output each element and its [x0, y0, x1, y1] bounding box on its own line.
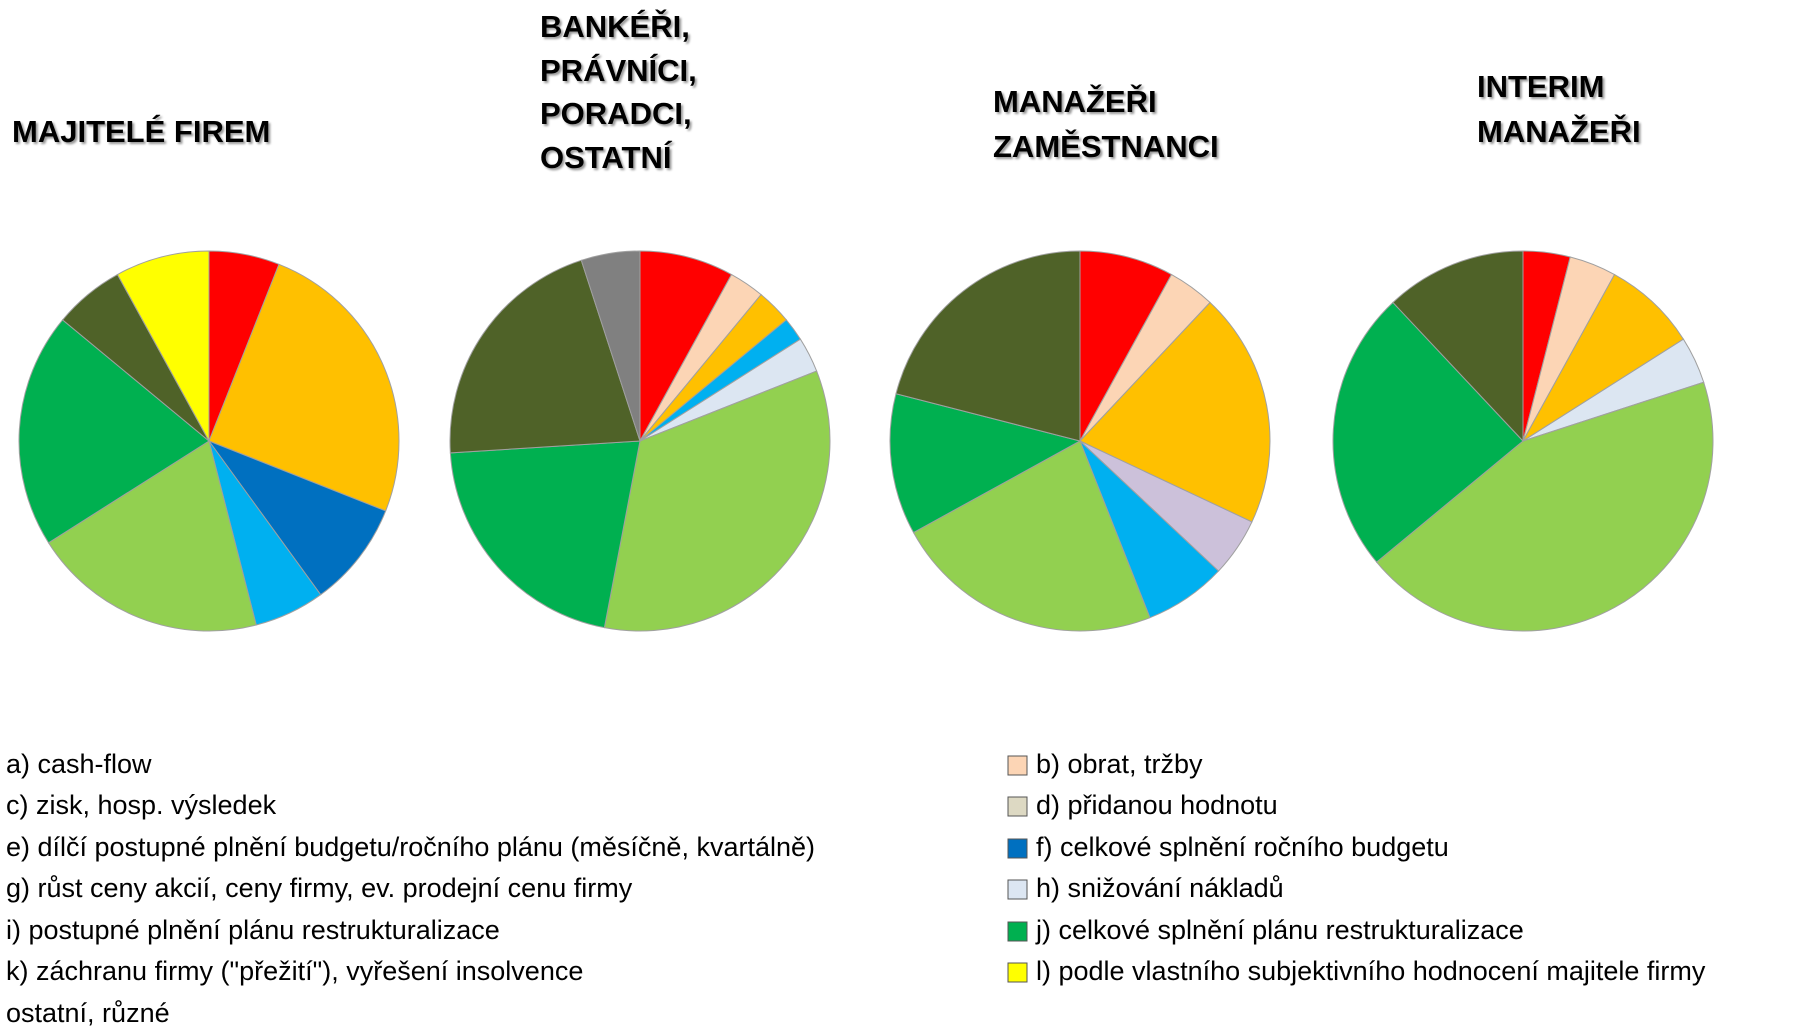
legend-label: h) snižování nákladů — [1036, 873, 1284, 903]
pie-slice — [1079, 250, 1173, 442]
legend-swatch — [1007, 879, 1028, 900]
pie-title: INTERIM — [1477, 69, 1604, 104]
pie-slice — [580, 250, 641, 442]
legend-label: k) záchranu firmy ("přežití"), vyřešení … — [6, 956, 583, 986]
pie-slice — [1375, 381, 1714, 632]
pie-slice — [1079, 301, 1271, 523]
pie-title: PORADCI, — [540, 96, 692, 131]
pie-slice — [208, 263, 400, 512]
pie-title: MAJITELÉ FIREM — [12, 114, 270, 149]
legend-label: i) postupné plnění plánu restrukturaliza… — [6, 915, 500, 945]
legend-label: j) celkové splnění plánu restrukturaliza… — [1035, 915, 1524, 945]
legend-label: e) dílčí postupné plnění budgetu/ročního… — [6, 832, 815, 862]
legend-label: d) přidanou hodnotu — [1036, 790, 1278, 820]
pie-slice — [116, 250, 210, 442]
pie-slice — [449, 259, 641, 454]
pie-slice — [1332, 301, 1524, 563]
pie-slice — [603, 370, 831, 632]
pie-slice — [912, 440, 1151, 632]
pie-slice — [1522, 273, 1685, 442]
legend-label: g) růst ceny akcií, ceny firmy, ev. prod… — [6, 873, 633, 903]
pie-title: MANAŽEŘI — [1477, 113, 1641, 149]
legend-label: c) zisk, hosp. výsledek — [6, 790, 277, 820]
legend-swatch — [1007, 962, 1028, 983]
legend-label: a) cash-flow — [6, 749, 152, 779]
pie-slice — [18, 319, 210, 544]
pie-title: PRÁVNÍCI, — [540, 53, 697, 88]
legend-swatch — [1007, 755, 1028, 776]
legend-swatch — [1007, 921, 1028, 942]
pie-slice — [889, 393, 1082, 534]
pie-slice — [1392, 250, 1524, 443]
legend-label: l) podle vlastního subjektivního hodnoce… — [1036, 956, 1706, 986]
legend-swatch — [1007, 796, 1028, 817]
pie-slice — [449, 440, 641, 629]
legend-label: ostatní, různé — [6, 998, 170, 1028]
pie-slice — [207, 439, 387, 596]
pie-title: OSTATNÍ — [540, 140, 673, 175]
pie-slice — [895, 250, 1081, 442]
legend-label: f) celkové splnění ročního budgetu — [1036, 832, 1449, 862]
pie-slice — [47, 440, 257, 632]
pie-title: MANAŽEŘI — [993, 83, 1157, 119]
legend-swatch — [1007, 838, 1028, 859]
pie-title: ZAMĚSTNANCI — [993, 128, 1219, 164]
pie-slice — [639, 250, 733, 442]
legend-label: b) obrat, tržby — [1036, 749, 1203, 779]
pie-title: BANKÉŘI, — [540, 8, 690, 44]
